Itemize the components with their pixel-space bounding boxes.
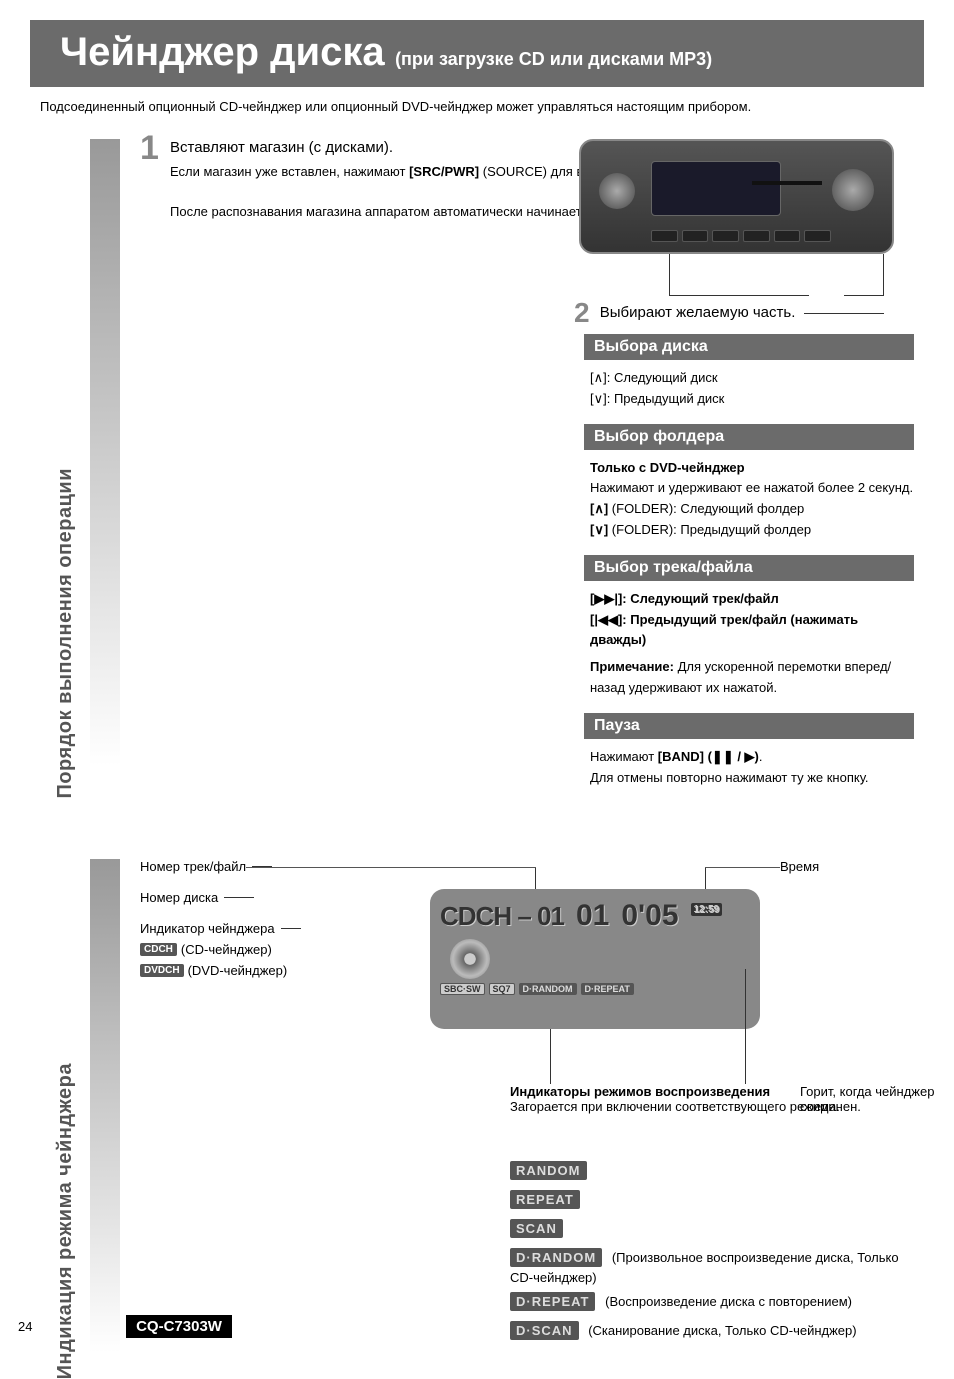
track-note-label: Примечание: bbox=[590, 659, 674, 674]
folder-down: (FOLDER): Предыдущий фолдер bbox=[612, 522, 811, 537]
page-header: Чейнджер диска (при загрузке CD или диск… bbox=[30, 20, 924, 87]
main-title: Чейнджер диска bbox=[60, 30, 385, 74]
cd-changer-icon: CDCH bbox=[140, 943, 177, 956]
folder-only: Только с DVD-чейнджер bbox=[590, 460, 745, 475]
drepeat-desc: (Воспроизведение диска с повторением) bbox=[605, 1294, 852, 1309]
folder-selection-body: Только с DVD-чейнджер Нажимают и удержив… bbox=[584, 450, 914, 545]
content-area-1: 1 Вставляют магазин (с дисками). Если ма… bbox=[140, 139, 914, 799]
drepeat-tag-icon: D·REPEAT bbox=[510, 1292, 595, 1311]
lcd-tag-drepeat: D·REPEAT bbox=[581, 983, 634, 995]
intro-text: Подсоединенный опционный CD-чейнджер или… bbox=[40, 99, 914, 114]
gradient-bar-1 bbox=[90, 139, 120, 799]
device-screen-icon bbox=[651, 161, 781, 216]
step2-title: Выбирают желаемую часть. bbox=[600, 304, 796, 321]
lcd-tag-drandom: D·RANDOM bbox=[519, 983, 577, 995]
label-track: Номер трек/файл bbox=[140, 859, 246, 874]
repeat-tag-icon: REPEAT bbox=[510, 1190, 580, 1209]
device-box bbox=[579, 139, 894, 254]
drandom-tag-icon: D·RANDOM bbox=[510, 1248, 602, 1267]
step2-line bbox=[804, 313, 884, 314]
page-number: 24 bbox=[18, 1319, 32, 1334]
callout-line bbox=[705, 867, 780, 868]
track-selection-header: Выбор трека/файла bbox=[584, 555, 914, 581]
disc-down: [∨]: Предыдущий диск bbox=[590, 391, 724, 406]
random-tag-icon: RANDOM bbox=[510, 1161, 587, 1180]
lcd-channel: CDCH – 01 bbox=[440, 901, 564, 932]
sidebar1-text: Порядок выполнения операции bbox=[54, 448, 77, 799]
disc-up: [∧]: Следующий диск bbox=[590, 370, 718, 385]
disc-slot-icon bbox=[752, 181, 822, 185]
lcd-time: 0'05 bbox=[621, 899, 678, 933]
folder-down-sym: [∨] bbox=[590, 522, 612, 537]
folder-selection-header: Выбор фолдера bbox=[584, 424, 914, 450]
step1-number: 1 bbox=[140, 129, 159, 168]
device-illustration: 2 Выбирают желаемую часть. bbox=[579, 139, 914, 254]
lcd-track: 01 bbox=[576, 899, 609, 933]
folder-up: (FOLDER): Следующий фолдер bbox=[612, 501, 804, 516]
callout-line bbox=[844, 254, 884, 296]
folder-up-sym: [∧] bbox=[590, 501, 612, 516]
indication-section: Индикация режима чейнджера Номер трек/фа… bbox=[40, 859, 914, 1379]
track-prev: [|◀◀]: Предыдущий трек/файл (нажимать дв… bbox=[590, 612, 858, 648]
pause-l1c: . bbox=[759, 749, 763, 764]
lcd-clock: 12:59 bbox=[691, 903, 723, 916]
lcd-bottom-tags: SBC·SW SQ7 D·RANDOM D·REPEAT bbox=[440, 983, 750, 995]
disc-icon bbox=[450, 939, 490, 979]
operation-section: Порядок выполнения операции 1 Вставляют … bbox=[40, 139, 914, 799]
disc-selection-body: [∧]: Следующий диск [∨]: Предыдущий диск bbox=[584, 360, 914, 414]
scan-tag-icon: SCAN bbox=[510, 1219, 563, 1238]
pause-header: Пауза bbox=[584, 713, 914, 739]
label-changer: Индикатор чейнджера bbox=[140, 921, 275, 936]
tune-knob-icon bbox=[832, 169, 874, 211]
cd-changer-text: (CD-чейнджер) bbox=[181, 942, 272, 957]
track-next: [▶▶|]: Следующий трек/файл bbox=[590, 591, 779, 606]
disc-selection-header: Выбора диска bbox=[584, 334, 914, 360]
dvd-changer-text: (DVD-чейнджер) bbox=[188, 963, 288, 978]
dscan-tag-icon: D·SCAN bbox=[510, 1321, 579, 1340]
mode-tags-list: RANDOM REPEAT SCAN D·RANDOM (Произвольно… bbox=[510, 1154, 914, 1347]
label-disc: Номер диска bbox=[140, 890, 218, 905]
display-labels: Номер трек/файл Время Номер диска Индика… bbox=[140, 859, 410, 978]
preset-buttons bbox=[651, 230, 831, 242]
label-time: Время bbox=[780, 859, 819, 874]
content-area-2: Номер трек/файл Время Номер диска Индика… bbox=[140, 859, 914, 1379]
sidebar-label-1: Порядок выполнения операции bbox=[50, 139, 80, 799]
track-selection-body: [▶▶|]: Следующий трек/файл [|◀◀]: Предыд… bbox=[584, 581, 914, 703]
sub-title: (при загрузке CD или дисками MP3) bbox=[395, 49, 712, 69]
pause-l1b: [BAND] (❚❚ / ▶) bbox=[658, 749, 759, 764]
callout-line bbox=[745, 969, 746, 1084]
folder-hold: Нажимают и удерживают ее нажатой более 2… bbox=[590, 478, 914, 499]
pause-l2: Для отмены повторно нажимают ту же кнопк… bbox=[590, 768, 914, 789]
callout-line bbox=[550, 1029, 551, 1084]
lcd-tag-sbc: SBC·SW bbox=[440, 983, 485, 995]
right-column: Выбора диска [∧]: Следующий диск [∨]: Пр… bbox=[584, 324, 914, 792]
pause-l1a: Нажимают bbox=[590, 749, 658, 764]
step1-l1a: Если магазин уже вставлен, нажимают bbox=[170, 164, 409, 179]
volume-knob-icon bbox=[599, 173, 635, 209]
dvd-changer-icon: DVDCH bbox=[140, 964, 184, 977]
pause-body: Нажимают [BAND] (❚❚ / ▶). Для отмены пов… bbox=[584, 739, 914, 793]
gradient-bar-2 bbox=[90, 859, 120, 1379]
page-footer: 24 CQ-C7303W bbox=[18, 1315, 232, 1338]
sidebar-label-2: Индикация режима чейнджера bbox=[50, 859, 80, 1379]
callout-line bbox=[669, 254, 809, 296]
mode-ind-right: Горит, когда чейнджер соединен. bbox=[800, 1084, 954, 1114]
step1-l1b: [SRC/PWR] bbox=[409, 164, 479, 179]
dscan-desc: (Сканирование диска, Только CD-чейнджер) bbox=[588, 1323, 856, 1338]
lcd-tag-sq: SQ7 bbox=[489, 983, 515, 995]
lcd-panel: CDCH – 01 01 0'05 12:59 SBC·SW SQ7 D·RAN… bbox=[430, 889, 760, 1029]
model-badge: CQ-C7303W bbox=[126, 1315, 232, 1338]
